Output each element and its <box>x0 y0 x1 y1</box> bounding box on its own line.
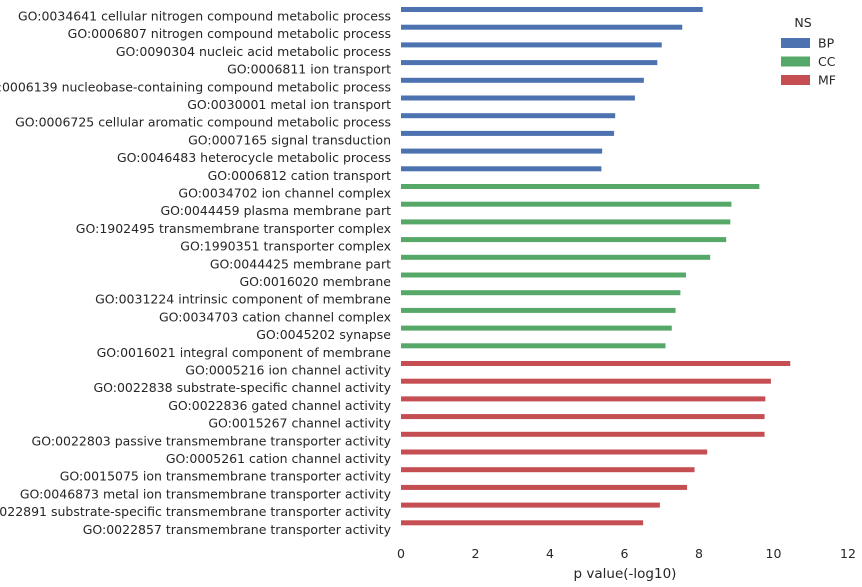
category-label: GO:0006811 ion transport <box>227 62 391 77</box>
bar-mf <box>401 484 688 490</box>
category-label: GO:1902495 transmembrane transporter com… <box>76 221 391 236</box>
category-label: GO:0022857 transmembrane transporter act… <box>83 522 392 537</box>
category-label: GO:0090304 nucleic acid metabolic proces… <box>116 44 391 59</box>
category-label: GO:0005216 ion channel activity <box>185 363 391 378</box>
bar-cc <box>401 307 676 313</box>
x-axis-label: p value(-log10) <box>574 566 677 582</box>
category-label: GO:0006812 cation transport <box>208 168 391 183</box>
category-label: GO:0046483 heterocycle metabolic process <box>117 150 391 165</box>
bar-mf <box>401 431 765 437</box>
x-tick-label: 12 <box>840 546 856 561</box>
bar-cc <box>401 201 732 207</box>
category-labels: GO:0034641 cellular nitrogen compound me… <box>0 9 392 537</box>
category-label: GO:0015267 channel activity <box>208 416 391 431</box>
bar-mf <box>401 467 695 473</box>
bar-cc <box>401 237 727 243</box>
bar-mf <box>401 449 708 455</box>
category-label: GO:0022891 substrate-specific transmembr… <box>0 504 392 519</box>
x-tick-label: 0 <box>397 546 405 561</box>
legend-label-cc: CC <box>818 54 836 69</box>
bar-cc <box>401 272 686 278</box>
bar-bp <box>401 130 615 136</box>
bar-bp <box>401 95 635 101</box>
x-tick-label: 6 <box>621 546 629 561</box>
category-label: GO:0031224 intrinsic component of membra… <box>95 292 391 307</box>
category-label: GO:0034641 cellular nitrogen compound me… <box>18 9 391 24</box>
bar-bp <box>401 113 616 119</box>
bar-cc <box>401 219 731 225</box>
category-label: GO:0015075 ion transmembrane transporter… <box>60 469 392 484</box>
category-label: GO:0022838 substrate-specific channel ac… <box>93 380 391 395</box>
bar-cc <box>401 343 666 349</box>
category-label: GO:0046873 metal ion transmembrane trans… <box>20 486 392 501</box>
bar-mf <box>401 414 765 420</box>
bar-cc <box>401 184 760 189</box>
category-label: GO:1990351 transporter complex <box>180 239 391 254</box>
bar-bp <box>401 7 703 12</box>
category-label: GO:0045202 synapse <box>256 327 391 342</box>
category-label: GO:0044425 membrane part <box>210 256 391 271</box>
category-label: GO:0016021 integral component of membran… <box>97 345 392 360</box>
x-tick-label: 4 <box>546 546 554 561</box>
legend-label-bp: BP <box>818 36 835 51</box>
category-label: GO:0005261 cation channel activity <box>166 451 392 466</box>
category-label: GO:0034703 cation channel complex <box>159 309 391 324</box>
bars-group <box>401 7 791 526</box>
bar-cc <box>401 290 681 296</box>
legend: NS BP CC MF <box>781 15 836 88</box>
bar-mf <box>401 361 791 366</box>
bar-mf <box>401 520 644 526</box>
legend-title: NS <box>794 15 811 30</box>
category-label: GO:0006139 nucleobase-containing compoun… <box>0 79 391 94</box>
x-tick-label: 8 <box>695 546 703 561</box>
category-label: GO:0030001 metal ion transport <box>187 97 391 112</box>
bar-bp <box>401 60 658 66</box>
bar-bp <box>401 148 603 154</box>
category-label: GO:0006725 cellular aromatic compound me… <box>15 115 391 130</box>
category-label: GO:0016020 membrane <box>239 274 391 289</box>
category-label: GO:0022803 passive transmembrane transpo… <box>32 433 392 448</box>
bar-cc <box>401 254 711 260</box>
category-label: GO:0044459 plasma membrane part <box>160 203 391 218</box>
category-label: GO:0007165 signal transduction <box>188 132 391 147</box>
bar-mf <box>401 378 771 384</box>
bar-bp <box>401 42 662 48</box>
x-tick-label: 10 <box>766 546 782 561</box>
legend-swatch-cc <box>781 56 810 67</box>
legend-label-mf: MF <box>818 73 836 88</box>
category-label: GO:0022836 gated channel activity <box>168 398 391 413</box>
bar-bp <box>401 166 602 172</box>
category-label: GO:0034702 ion channel complex <box>178 186 391 201</box>
x-tick-label: 2 <box>472 546 480 561</box>
bar-mf <box>401 396 766 402</box>
category-label: GO:0006807 nitrogen compound metabolic p… <box>68 26 391 41</box>
legend-swatch-mf <box>781 75 810 85</box>
bar-bp <box>401 24 683 30</box>
bar-bp <box>401 77 644 83</box>
bar-cc <box>401 325 672 331</box>
legend-swatch-bp <box>781 38 810 48</box>
bar-mf <box>401 502 660 508</box>
x-axis-ticks: 0 2 4 6 8 10 12 <box>397 546 856 561</box>
